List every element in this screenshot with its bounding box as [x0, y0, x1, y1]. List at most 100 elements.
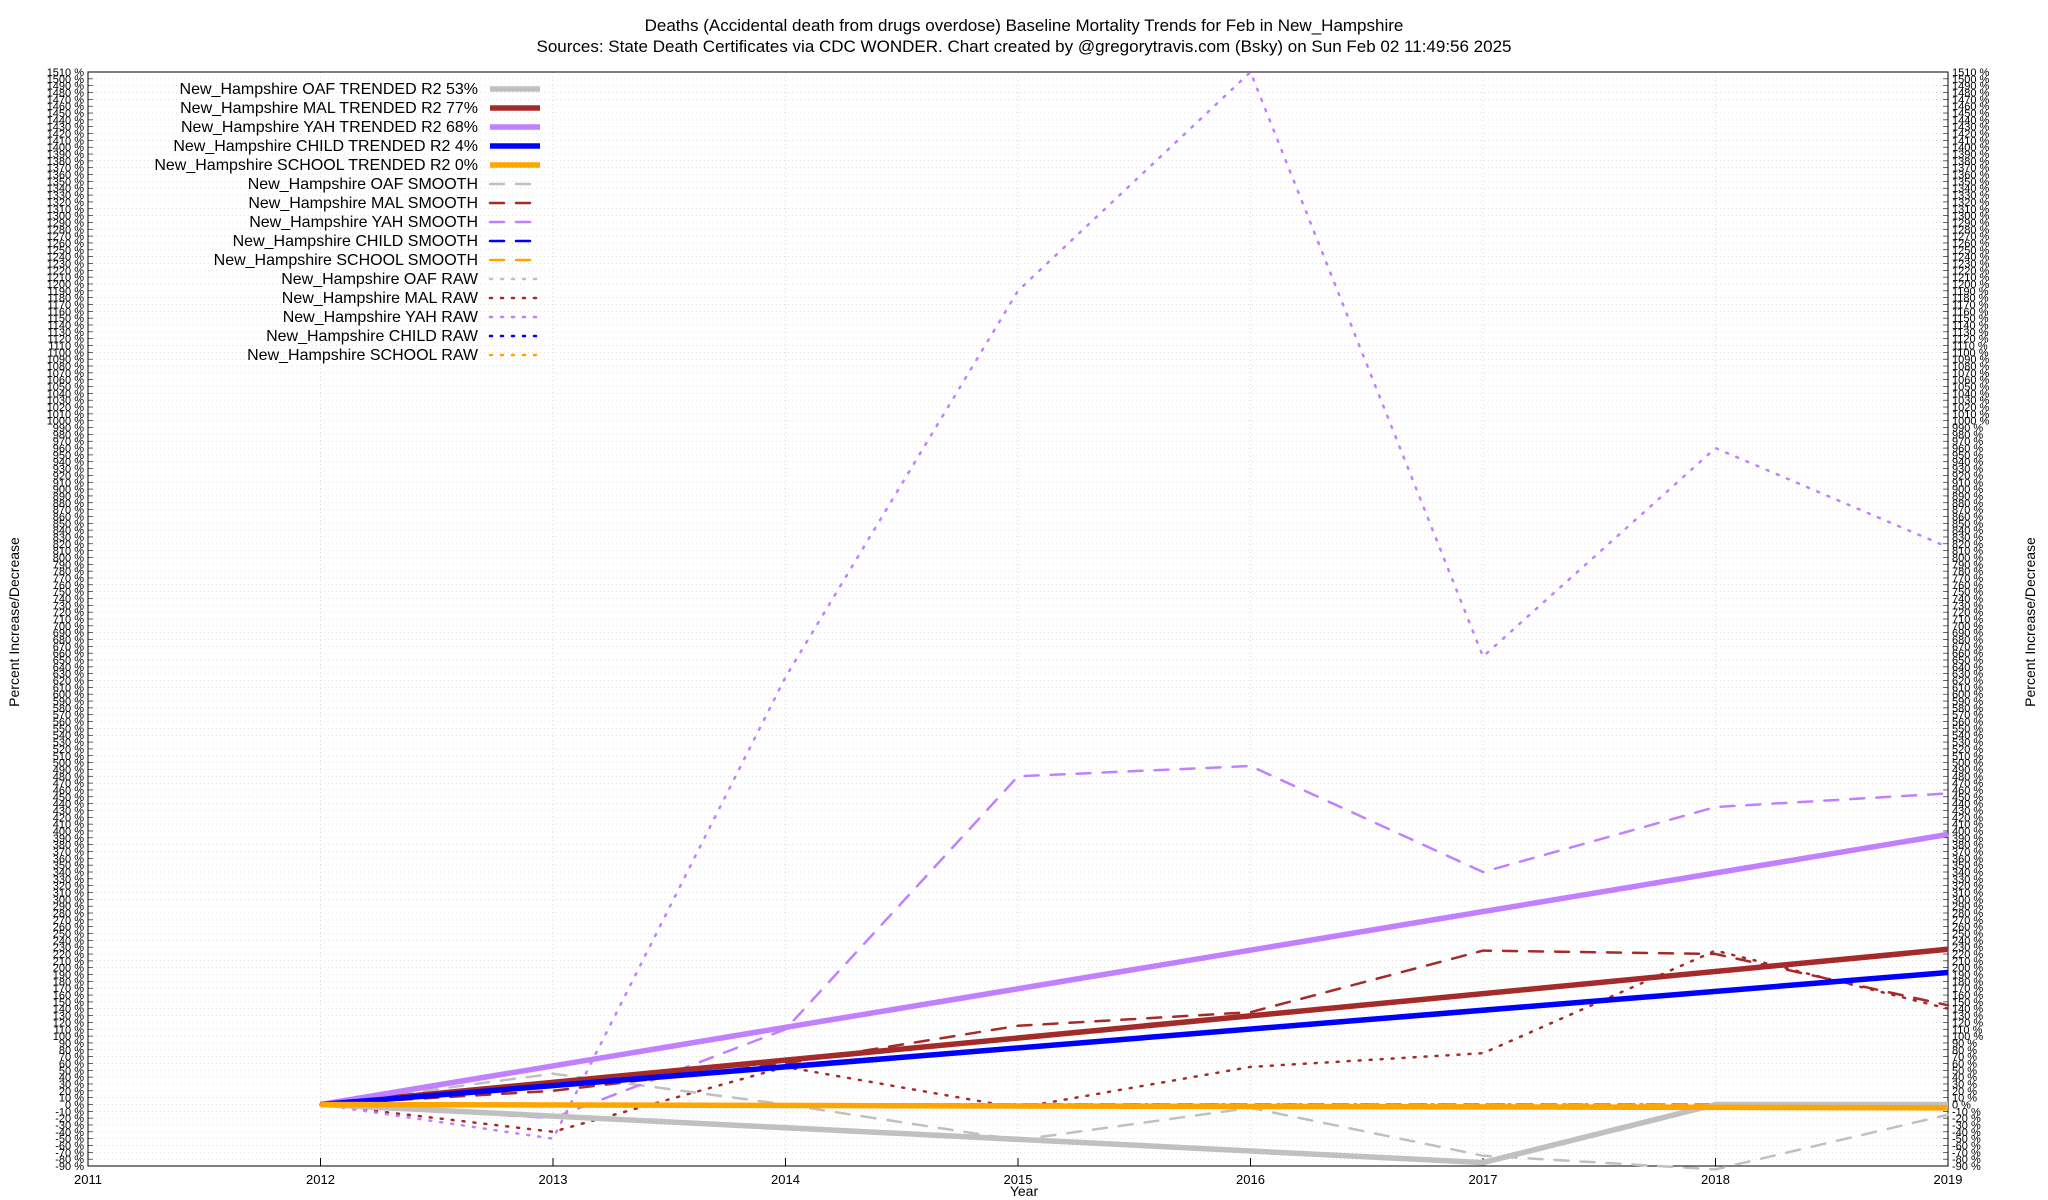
- y-tick-label: 1000 %: [47, 416, 85, 428]
- y-tick-label: 1030 %: [47, 395, 85, 407]
- y-tick-label-right: 690 %: [1952, 628, 1983, 640]
- y-tick-label: 330 %: [53, 874, 84, 886]
- y-tick-label-right: 290 %: [1952, 901, 1983, 913]
- y-tick-label: 350 %: [53, 860, 84, 872]
- y-tick-label: 1470 %: [47, 94, 85, 106]
- legend-label: New_Hampshire CHILD RAW: [266, 328, 479, 345]
- y-tick-label: 1080 %: [47, 361, 85, 373]
- y-tick-label-right: 860 %: [1952, 511, 1983, 523]
- x-axis-label: Year: [1010, 1183, 1039, 1199]
- y-tick-label: 410 %: [53, 819, 84, 831]
- y-tick-label: 70 %: [59, 1052, 84, 1064]
- y-tick-label-right: 1320 %: [1952, 197, 1990, 209]
- y-tick-label: 1460 %: [47, 101, 85, 113]
- y-tick-label-right: 480 %: [1952, 771, 1983, 783]
- y-tick-label-right: 880 %: [1952, 498, 1983, 510]
- y-tick-label-right: -40 %: [1952, 1127, 1981, 1139]
- y-tick-label-right: 1170 %: [1952, 299, 1989, 311]
- y-tick-label-right: 630 %: [1952, 669, 1983, 681]
- y-tick-label: 980 %: [53, 429, 84, 441]
- y-tick-label: 1330 %: [47, 190, 85, 202]
- y-tick-label: 320 %: [53, 881, 84, 893]
- y-tick-label-right: 350 %: [1952, 860, 1983, 872]
- y-tick-label-right: 360 %: [1952, 853, 1983, 865]
- y-tick-label: 950 %: [53, 450, 84, 462]
- y-tick-label: 1430 %: [47, 122, 85, 134]
- y-tick-label-right: -50 %: [1952, 1134, 1981, 1146]
- y-tick-label-right: 940 %: [1952, 457, 1983, 469]
- y-tick-label: 680 %: [53, 635, 84, 647]
- y-tick-label-right: 240 %: [1952, 935, 1983, 947]
- y-tick-label-right: 30 %: [1952, 1079, 1977, 1091]
- y-tick-label: 1450 %: [47, 108, 85, 120]
- y-tick-label: 1340 %: [47, 183, 85, 195]
- y-tick-label: 570 %: [53, 710, 84, 722]
- y-tick-label: 790 %: [53, 559, 84, 571]
- y-tick-label: 40 %: [59, 1072, 84, 1084]
- y-tick-label-right: 890 %: [1952, 491, 1983, 503]
- y-tick-label: -60 %: [55, 1140, 84, 1152]
- y-tick-label-right: 980 %: [1952, 429, 1983, 441]
- y-tick-label-right: 1000 %: [1952, 416, 1990, 428]
- y-tick-label: 60 %: [59, 1058, 84, 1070]
- legend-label: New_Hampshire OAF SMOOTH: [248, 176, 478, 193]
- y-tick-label-right: 140 %: [1952, 1004, 1983, 1016]
- y-tick-label: 900 %: [53, 484, 84, 496]
- y-tick-label-right: 740 %: [1952, 593, 1983, 605]
- y-tick-label-right: 300 %: [1952, 894, 1983, 906]
- y-tick-label-right: 90 %: [1952, 1038, 1977, 1050]
- y-tick-label-right: -10 %: [1952, 1106, 1981, 1118]
- y-tick-label-right: 1050 %: [1952, 382, 1990, 394]
- y-tick-label-right: 220 %: [1952, 949, 1983, 961]
- y-tick-label: 730 %: [53, 600, 84, 612]
- y-tick-label: 720 %: [53, 607, 84, 619]
- y-tick-label: 0 %: [65, 1099, 84, 1111]
- y-tick-label: -40 %: [55, 1127, 84, 1139]
- y-tick-label-right: 460 %: [1952, 785, 1983, 797]
- y-tick-label: -30 %: [55, 1120, 84, 1132]
- x-tick-label: 2015: [1004, 1172, 1033, 1187]
- y-tick-label-right: 1440 %: [1952, 115, 1990, 127]
- x-tick-label: 2014: [771, 1172, 800, 1187]
- y-tick-label-right: 490 %: [1952, 764, 1983, 776]
- y-tick-label-right: 510 %: [1952, 751, 1983, 763]
- y-axis-label: Percent Increase/Decrease: [6, 537, 22, 707]
- y-tick-label: 880 %: [53, 498, 84, 510]
- y-tick-label: 110 %: [54, 1024, 85, 1036]
- y-tick-label: 890 %: [53, 491, 84, 503]
- y-tick-label-right: 870 %: [1952, 505, 1983, 517]
- y-tick-label-right: 790 %: [1952, 559, 1983, 571]
- y-tick-label-right: 520 %: [1952, 744, 1983, 756]
- y-tick-label-right: 410 %: [1952, 819, 1983, 831]
- y-tick-label: 1380 %: [47, 156, 85, 168]
- series-line-new-hampshire-mal-smooth: [319, 949, 1950, 1106]
- y-tick-label: 1140 %: [48, 320, 85, 332]
- y-tick-label-right: 1260 %: [1952, 238, 1990, 250]
- y-tick-label: 590 %: [53, 696, 84, 708]
- y-tick-label-right: 210 %: [1952, 956, 1983, 968]
- y-tick-label-right: 160 %: [1952, 990, 1983, 1002]
- y-tick-label: 380 %: [53, 840, 84, 852]
- y-tick-label: 1020 %: [47, 402, 85, 414]
- x-tick-label: 2012: [306, 1172, 335, 1187]
- y-tick-label-right: 260 %: [1952, 922, 1983, 934]
- y-tick-label: 580 %: [53, 703, 84, 715]
- axes: -90 % -90 %-80 % -80 %-70 % -70 %-60 % -60 %…: [47, 67, 1990, 1187]
- y-tick-label-right: 1020 %: [1952, 402, 1990, 414]
- y-tick-label: 640 %: [53, 662, 84, 674]
- y-tick-label: 1120 %: [48, 334, 85, 346]
- y-tick-label-right: 1370 %: [1952, 163, 1990, 175]
- y-tick-label-right: 380 %: [1952, 840, 1983, 852]
- y-tick-label: 90 %: [59, 1038, 84, 1050]
- y-tick-label-right: 1500 %: [1952, 74, 1990, 86]
- y-tick-label-right: 1330 %: [1952, 190, 1990, 202]
- y-tick-label: 1510 %: [47, 67, 85, 79]
- y-tick-label: 930 %: [53, 464, 84, 476]
- y-tick-label: 150 %: [53, 997, 84, 1009]
- y-tick-label-right: 600 %: [1952, 689, 1983, 701]
- y-tick-label-right: 1150 %: [1952, 313, 1989, 325]
- y-tick-label: 1150 %: [48, 313, 85, 325]
- y-tick-label-right: 270 %: [1952, 915, 1983, 927]
- series-line-new-hampshire-child-trended-r2-4: [320, 969, 1949, 1108]
- y-tick-label-right: 640 %: [1952, 662, 1983, 674]
